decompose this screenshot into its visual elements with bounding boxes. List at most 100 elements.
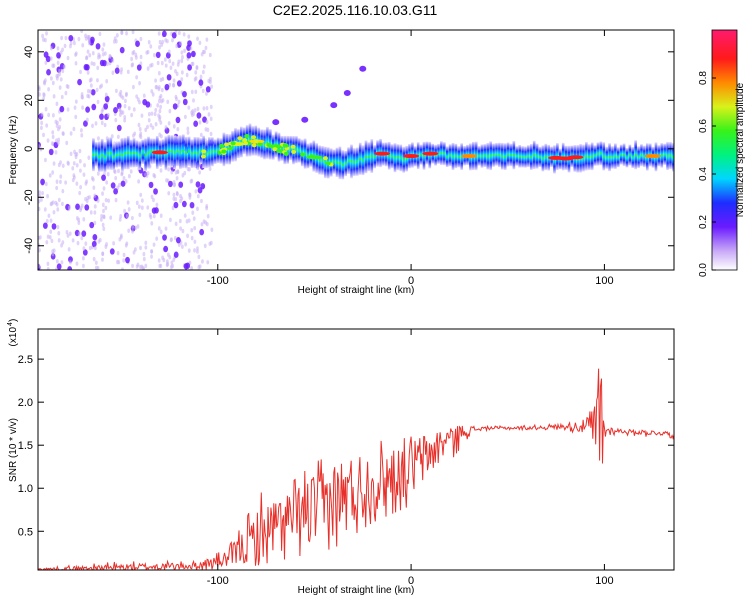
noise-point xyxy=(114,117,118,123)
noise-point xyxy=(180,70,184,75)
noise-point xyxy=(147,112,151,117)
noise-point xyxy=(114,67,120,74)
noise-point xyxy=(185,262,191,269)
ridge-segment xyxy=(660,143,664,168)
ridge-segment xyxy=(199,138,203,164)
noise-point xyxy=(38,190,41,195)
ridge-blob xyxy=(224,142,230,147)
noise-point xyxy=(56,207,60,212)
noise-point xyxy=(146,66,150,71)
noise-point xyxy=(83,120,88,127)
noise-point xyxy=(75,163,79,168)
noise-point xyxy=(149,123,153,128)
noise-point xyxy=(58,85,62,90)
ridge-segment xyxy=(115,142,118,168)
noise-point xyxy=(165,259,169,264)
noise-point xyxy=(198,40,202,46)
noise-point xyxy=(155,236,159,241)
noise-point xyxy=(66,233,70,238)
noise-point xyxy=(154,122,158,127)
noise-point xyxy=(149,44,153,49)
noise-point xyxy=(38,92,41,97)
noise-point xyxy=(160,87,164,93)
noise-point xyxy=(189,201,195,209)
ridge-segment xyxy=(422,141,426,170)
ridge-blob xyxy=(266,142,272,147)
ridge-segment xyxy=(92,138,95,172)
noise-point xyxy=(162,234,167,241)
noise-point xyxy=(44,37,47,43)
noise-point xyxy=(96,171,100,176)
noise-point xyxy=(77,36,81,42)
noise-point xyxy=(109,248,115,255)
noise-point xyxy=(205,86,211,93)
noise-point xyxy=(146,170,150,176)
ridge-hotspot xyxy=(267,144,284,149)
noise-point xyxy=(172,196,176,202)
ridge-blob xyxy=(300,152,306,157)
ridge-segment xyxy=(213,139,217,165)
noise-point xyxy=(75,203,80,210)
noise-point xyxy=(173,235,177,241)
noise-point xyxy=(173,182,177,187)
noise-point xyxy=(180,58,184,64)
noise-point xyxy=(59,179,62,185)
noise-point xyxy=(181,173,185,178)
noise-point xyxy=(168,108,172,114)
ridge-blob xyxy=(227,146,233,151)
noise-point xyxy=(168,58,172,64)
noise-point xyxy=(121,95,125,100)
ridge-segment xyxy=(445,146,449,168)
ridge-segment xyxy=(124,137,127,170)
noise-point xyxy=(46,194,49,199)
noise-point xyxy=(52,248,56,253)
noise-point xyxy=(210,227,214,232)
noise-point xyxy=(103,103,109,110)
ridge-blob xyxy=(243,141,249,146)
noise-point xyxy=(120,172,124,177)
noise-point xyxy=(122,252,126,258)
noise-point xyxy=(45,31,48,36)
noise-point xyxy=(94,121,98,126)
ridge-blob xyxy=(251,135,257,140)
colorbar-ticks: 0.0 0.2 0.4 0.6 0.8 xyxy=(698,71,716,277)
noise-point xyxy=(119,233,123,238)
noise-point xyxy=(181,228,185,234)
noise-point xyxy=(193,225,197,231)
noise-point xyxy=(117,168,120,174)
ridge-segment xyxy=(182,134,185,168)
noise-point xyxy=(175,43,179,49)
ridge-segment xyxy=(132,138,136,168)
ridge-segment xyxy=(532,140,536,169)
y-tick-label: 0.5 xyxy=(18,526,33,538)
noise-point xyxy=(113,39,116,44)
ridge-segment xyxy=(672,142,674,172)
noise-point xyxy=(38,199,41,204)
noise-point xyxy=(126,200,130,205)
noise-point xyxy=(164,38,168,43)
noise-point xyxy=(129,169,133,174)
noise-point xyxy=(181,200,187,208)
colorbar-tick-label: 0.0 xyxy=(698,263,709,277)
noise-point xyxy=(121,267,124,270)
noise-point xyxy=(123,103,127,109)
ridge-segment xyxy=(280,135,284,161)
noise-point xyxy=(42,222,48,229)
ridge-segment xyxy=(248,123,252,157)
noise-point xyxy=(190,112,194,118)
ridge-segment xyxy=(129,139,133,168)
noise-point xyxy=(175,116,181,124)
snr-ylabel: SNR (10 * v/v) xyxy=(8,418,19,482)
noise-point xyxy=(180,77,184,82)
x-tick-label: 100 xyxy=(595,575,613,587)
noise-point xyxy=(107,112,110,118)
noise-point xyxy=(168,180,173,188)
noise-point xyxy=(59,160,62,165)
noise-point xyxy=(138,126,142,132)
noise-point xyxy=(159,134,163,139)
noise-point xyxy=(172,192,176,197)
ridge-segment xyxy=(356,147,359,176)
noise-point xyxy=(95,43,101,50)
ridge-segment xyxy=(486,142,490,170)
